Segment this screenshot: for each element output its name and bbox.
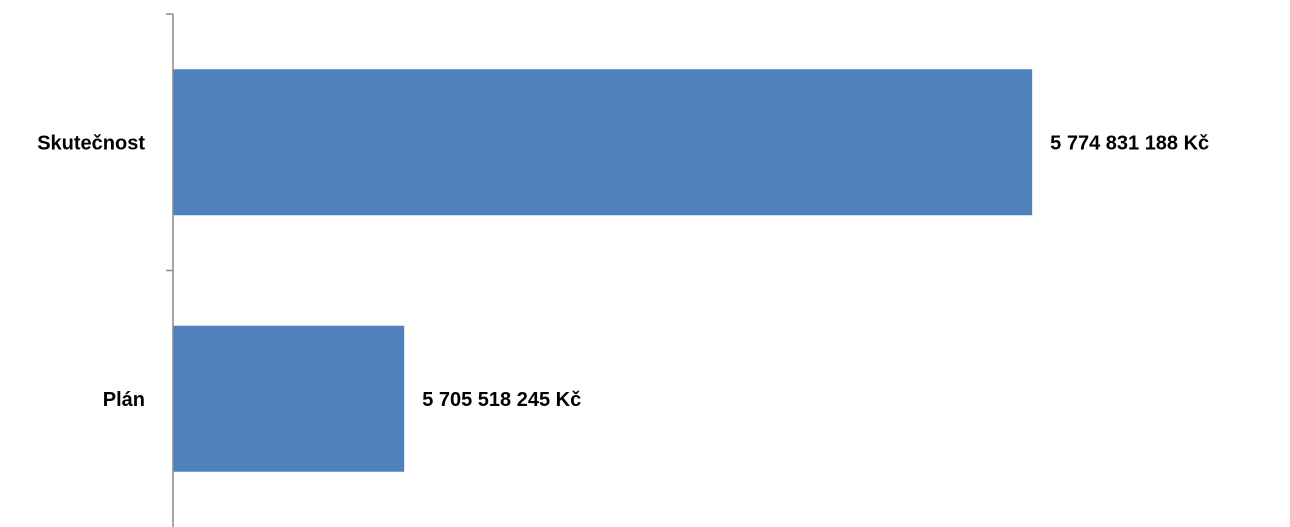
data-label: 5 774 831 188 Kč [1050, 132, 1209, 154]
category-axis [166, 14, 173, 527]
bar [173, 69, 1032, 215]
data-label: 5 705 518 245 Kč [422, 389, 581, 411]
bar [173, 326, 404, 472]
category-tick-label: Skutečnost [37, 132, 145, 154]
bars-layer [173, 69, 1032, 472]
category-tick-label: Plán [103, 389, 145, 411]
